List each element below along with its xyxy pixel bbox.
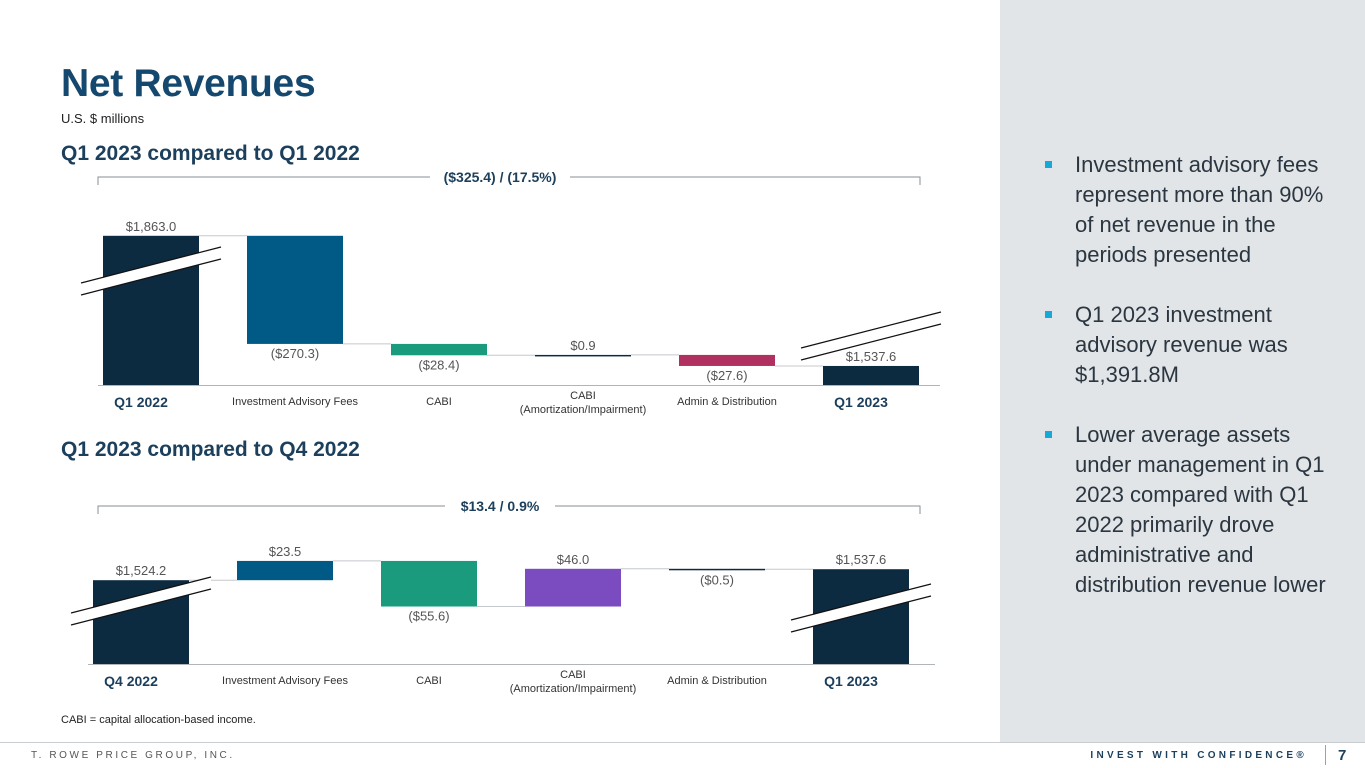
break-gap xyxy=(791,584,931,632)
bracket-label-bg xyxy=(430,167,570,187)
category-label: Q1 2023 xyxy=(824,673,878,689)
category-label: (Amortization/Impairment) xyxy=(520,404,647,416)
data-label: ($55.6) xyxy=(408,609,449,624)
break-gap xyxy=(81,247,221,295)
category-label: Q4 2022 xyxy=(104,673,158,689)
category-label: (Amortization/Impairment) xyxy=(510,683,637,695)
sidebar-panel xyxy=(1000,0,1365,742)
bracket-label: ($325.4) / (17.5%) xyxy=(444,169,557,185)
break-gap xyxy=(801,312,941,360)
page-number: 7 xyxy=(1338,747,1347,764)
data-label: $1,537.6 xyxy=(846,349,897,364)
data-label: ($28.4) xyxy=(418,357,459,372)
data-label: ($0.5) xyxy=(700,572,734,587)
break-line xyxy=(800,311,942,349)
footnote: CABI = capital allocation-based income. xyxy=(61,714,256,726)
break-line xyxy=(800,323,942,361)
data-label: $23.5 xyxy=(269,544,302,559)
data-label: ($27.6) xyxy=(706,368,747,383)
square-bullet-icon xyxy=(1045,161,1052,168)
break-line xyxy=(80,258,222,296)
category-label: Q1 2023 xyxy=(834,394,888,410)
category-label: Investment Advisory Fees xyxy=(232,396,358,408)
bullet-item: Investment advisory fees represent more … xyxy=(1043,150,1343,270)
break-line xyxy=(70,576,212,614)
bullet-item: Q1 2023 investment advisory revenue was … xyxy=(1043,300,1343,390)
bullet-text: Lower average assets under management in… xyxy=(1075,422,1326,597)
footer-separator xyxy=(1325,745,1326,765)
axis-break-icon xyxy=(80,246,222,296)
data-label: $46.0 xyxy=(557,552,590,567)
footer-divider xyxy=(0,742,1365,743)
bracket-label: $13.4 / 0.9% xyxy=(461,498,540,514)
category-label: Q1 2022 xyxy=(114,394,168,410)
category-label: Admin & Distribution xyxy=(677,396,777,408)
waterfall-bar xyxy=(525,568,621,607)
waterfall-chart-q1-vs-q1: ($325.4) / (17.5%) $1,863.0 Q1 2022 ($270.3… xyxy=(80,167,942,416)
bullet-text: Q1 2023 investment advisory revenue was … xyxy=(1075,302,1288,387)
waterfall-bar xyxy=(381,560,477,607)
chart-1-title: Q1 2023 compared to Q1 2022 xyxy=(61,142,360,165)
category-label: CABI xyxy=(560,669,586,681)
bullet-item: Lower average assets under management in… xyxy=(1043,420,1343,600)
bracket-label-bg xyxy=(445,496,555,516)
waterfall-bar xyxy=(247,235,343,344)
data-label: ($270.3) xyxy=(271,346,319,361)
axis-break-icon xyxy=(790,583,932,633)
square-bullet-icon xyxy=(1045,311,1052,318)
waterfall-bar xyxy=(669,568,765,571)
waterfall-bar xyxy=(679,354,775,366)
waterfall-bar xyxy=(823,365,919,385)
data-label: $1,863.0 xyxy=(126,219,177,234)
break-line xyxy=(80,246,222,284)
waterfall-bar xyxy=(535,354,631,357)
break-line xyxy=(70,588,212,626)
page-subtitle: U.S. $ millions xyxy=(61,111,145,126)
category-label: Admin & Distribution xyxy=(667,675,767,687)
category-label: CABI xyxy=(570,390,596,402)
data-label: $1,524.2 xyxy=(116,563,167,578)
waterfall-chart-q1-vs-q4: $13.4 / 0.9% $1,524.2 Q4 2022 $23.5 Investme… xyxy=(70,496,935,695)
bullet-list: Investment advisory fees represent more … xyxy=(1043,150,1343,630)
footer-tagline: INVEST WITH CONFIDENCE® xyxy=(1090,750,1307,761)
break-line xyxy=(790,583,932,621)
data-label: $1,537.6 xyxy=(836,552,887,567)
break-gap xyxy=(71,577,211,625)
page-title: Net Revenues xyxy=(61,62,316,105)
break-line xyxy=(790,595,932,633)
chart-2-title: Q1 2023 compared to Q4 2022 xyxy=(61,438,360,461)
waterfall-bar xyxy=(237,560,333,581)
axis-break-icon xyxy=(800,311,942,361)
footer-company: T. ROWE PRICE GROUP, INC. xyxy=(31,750,235,761)
category-label: Investment Advisory Fees xyxy=(222,675,348,687)
data-label: $0.9 xyxy=(570,338,595,353)
square-bullet-icon xyxy=(1045,431,1052,438)
bullet-text: Investment advisory fees represent more … xyxy=(1075,152,1324,267)
waterfall-bar xyxy=(391,343,487,356)
axis-break-icon xyxy=(70,576,212,626)
category-label: CABI xyxy=(426,396,452,408)
category-label: CABI xyxy=(416,675,442,687)
